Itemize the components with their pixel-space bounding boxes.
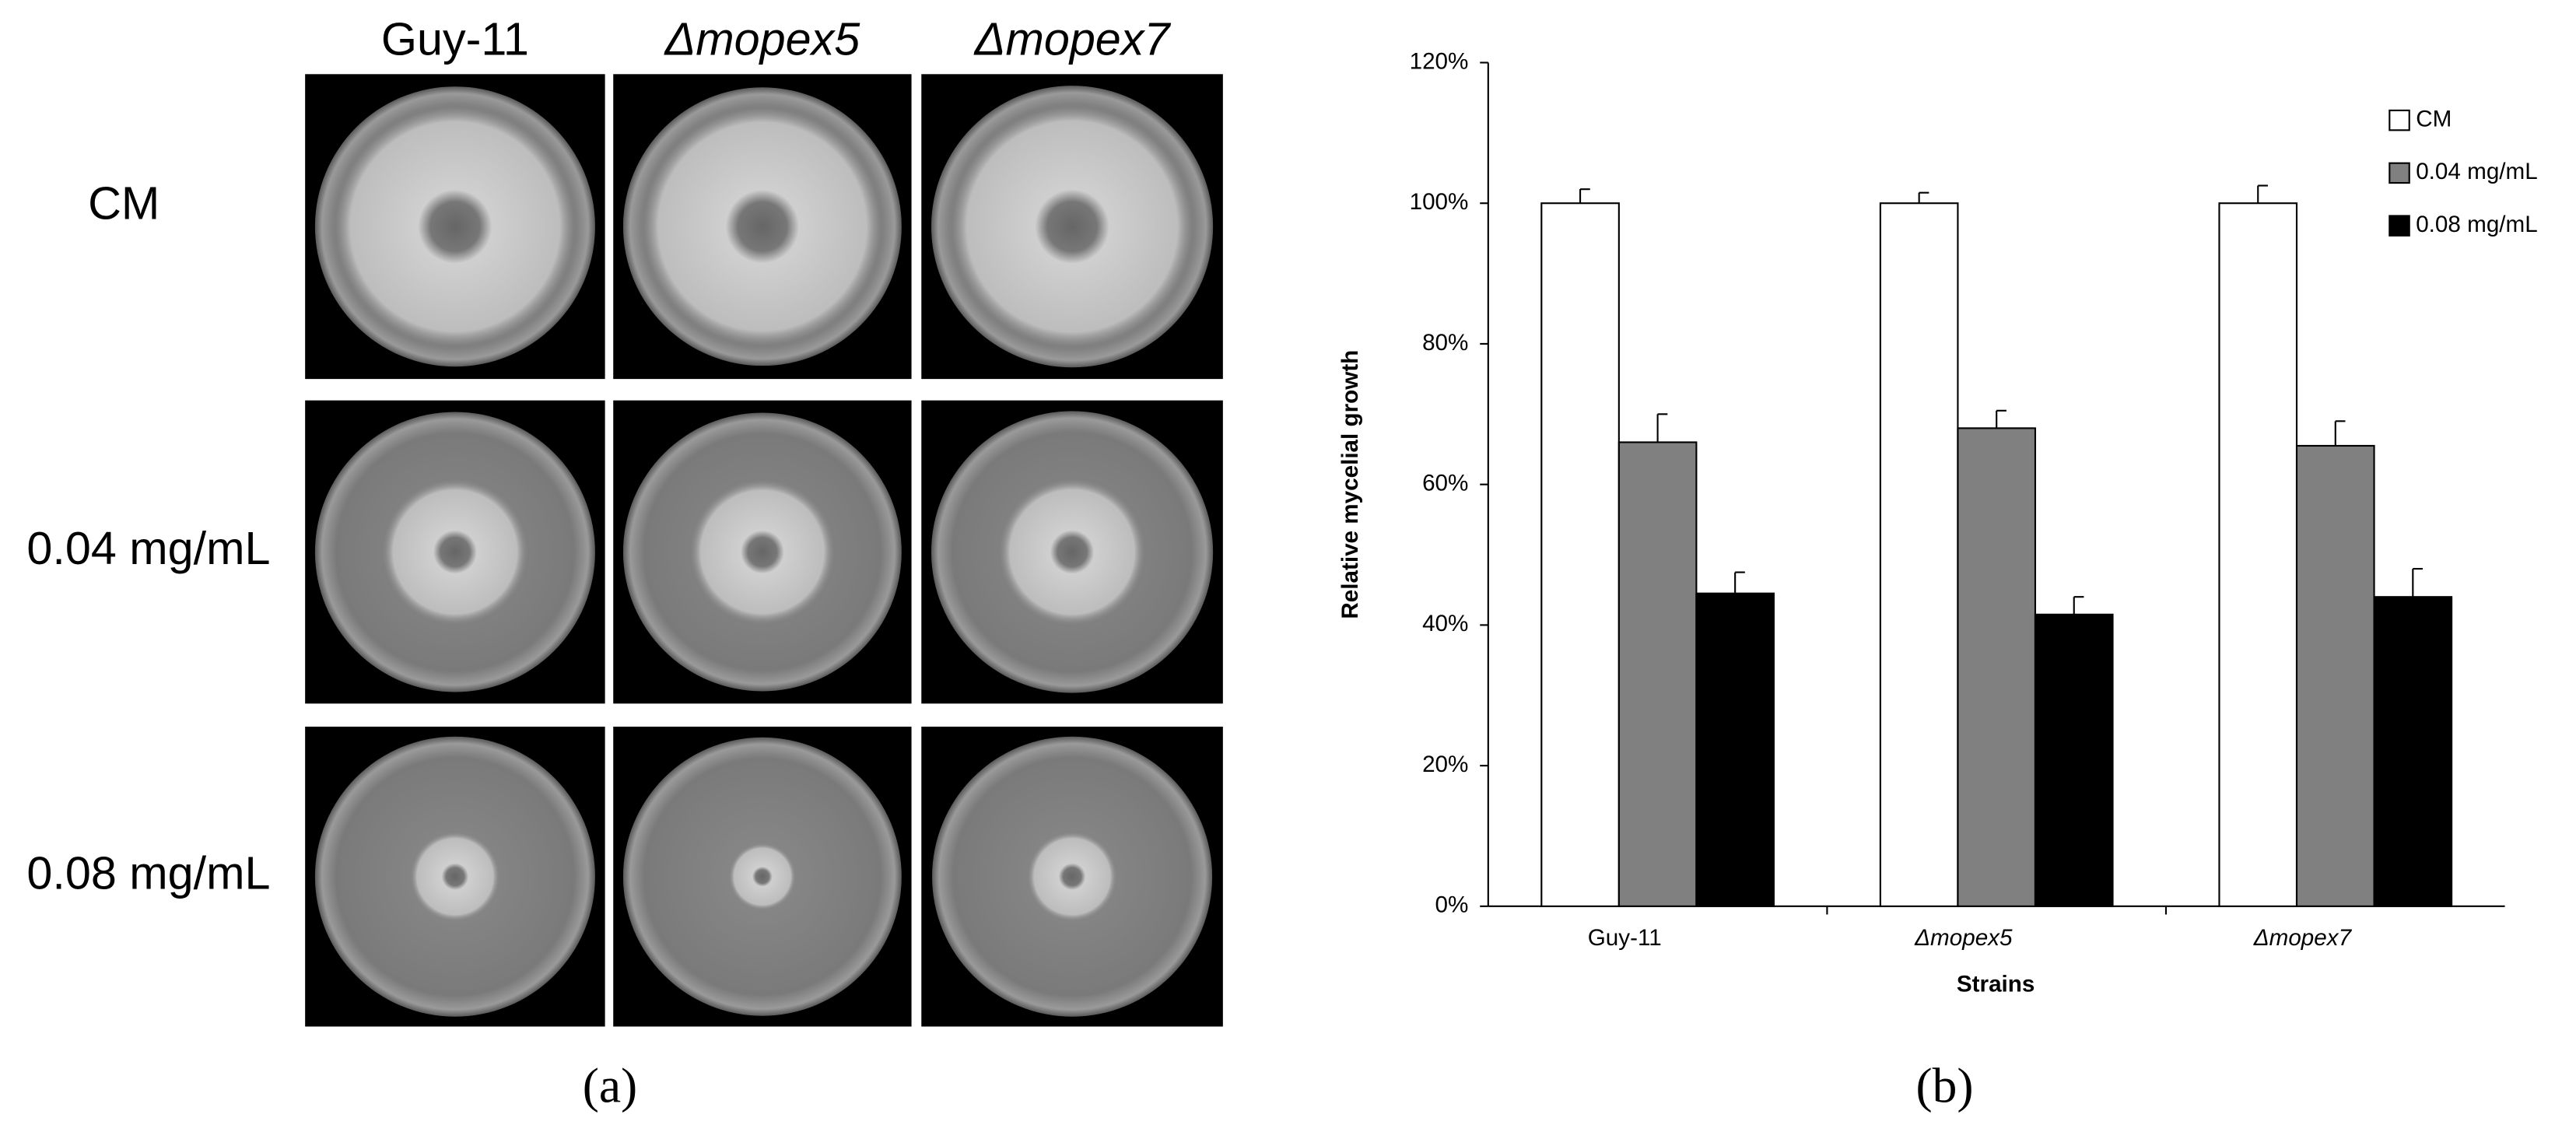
colony xyxy=(998,478,1146,626)
photo-grid xyxy=(305,74,1223,1027)
y-tick-label: 60% xyxy=(1422,470,1468,496)
bar xyxy=(2034,613,2114,907)
error-bar xyxy=(2073,596,2084,615)
legend-swatch xyxy=(2388,109,2410,131)
legend-label: CM xyxy=(2416,106,2452,131)
bar xyxy=(1540,202,1620,907)
column-header: Δmopex5 xyxy=(664,13,861,65)
y-tick-label: 120% xyxy=(1410,48,1469,74)
error-bar xyxy=(1656,413,1668,443)
y-tick-label: 20% xyxy=(1422,752,1468,777)
x-tick-label: Δmopex5 xyxy=(1914,925,2013,951)
bar xyxy=(1957,427,2037,907)
y-axis-title: Relative mycelial growth xyxy=(1337,350,1363,619)
column-header: Δmopex7 xyxy=(973,13,1172,65)
y-tick-label: 100% xyxy=(1410,189,1469,215)
bar xyxy=(1617,441,1698,907)
y-tick-label: 0% xyxy=(1435,892,1469,918)
row-label: 0.04 mg/mL xyxy=(26,522,270,574)
error-bar xyxy=(1996,409,2006,429)
colony xyxy=(1027,832,1117,922)
colony xyxy=(331,103,579,350)
x-axis-title: Strains xyxy=(1957,971,2035,997)
column-header: Guy-11 xyxy=(381,13,529,65)
colony xyxy=(689,479,835,625)
legend-label: 0.08 mg/mL xyxy=(2416,212,2538,237)
colony xyxy=(410,832,500,922)
row-label: 0.08 mg/mL xyxy=(26,846,270,899)
y-tick-label: 40% xyxy=(1422,611,1468,636)
error-bar xyxy=(1918,191,1929,204)
colony xyxy=(382,478,528,626)
panel-label: (a) xyxy=(583,1058,638,1113)
colony xyxy=(948,102,1197,351)
bar xyxy=(2218,202,2298,907)
error-bar xyxy=(2257,184,2268,204)
error-bar xyxy=(2412,568,2424,598)
x-tick-label: Guy-11 xyxy=(1588,925,1662,951)
x-tick-label: Δmopex7 xyxy=(2253,925,2353,951)
bar xyxy=(2373,596,2453,907)
bar xyxy=(2295,444,2375,907)
legend-label: 0.04 mg/mL xyxy=(2416,159,2538,184)
error-bar xyxy=(2334,420,2346,446)
bar xyxy=(1879,202,1959,907)
error-bar xyxy=(1579,188,1590,204)
colony xyxy=(728,843,796,910)
legend-swatch xyxy=(2388,215,2410,237)
error-bar xyxy=(1734,571,1745,594)
y-tick-label: 80% xyxy=(1422,330,1468,356)
legend-swatch xyxy=(2388,162,2410,184)
row-label: CM xyxy=(88,177,159,229)
bar xyxy=(1695,592,1775,907)
panel-label: (b) xyxy=(1915,1058,1973,1113)
colony xyxy=(640,103,885,349)
